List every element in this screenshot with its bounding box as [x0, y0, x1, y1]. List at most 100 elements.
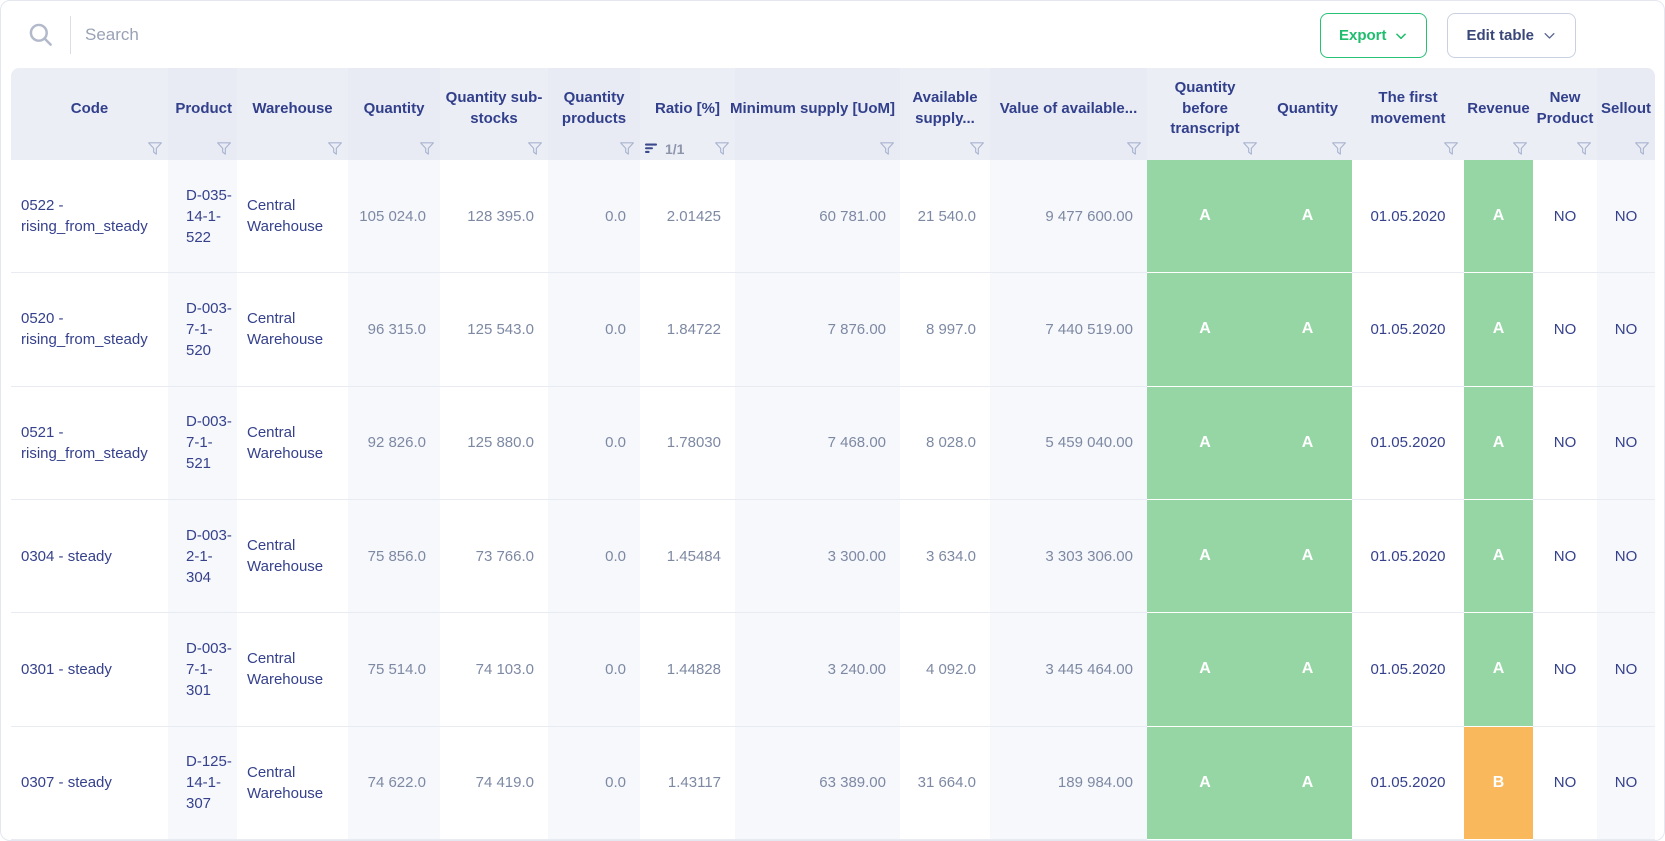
cell-value-of-available: 5 459 040.00 — [990, 386, 1147, 500]
cell-quantity-2: A — [1263, 726, 1352, 840]
cell-quantity-products: 0.0 — [548, 160, 640, 274]
class-badge-letter: A — [1199, 433, 1211, 451]
cell-quantity-2: A — [1263, 386, 1352, 500]
cell-product: D-003-7-1-521 — [168, 386, 237, 500]
filter-icon[interactable] — [1242, 141, 1258, 156]
class-badge-letter: A — [1492, 433, 1505, 451]
column-header-first-movement[interactable]: The first movement — [1352, 68, 1464, 160]
filter-icon[interactable] — [1576, 141, 1592, 156]
filter-icon[interactable] — [714, 141, 730, 156]
cell-quantity-products: 0.0 — [548, 613, 640, 727]
column-label-quantity-2: Quantity — [1277, 99, 1338, 117]
column-label-available-supply: Available supply... — [912, 89, 978, 128]
column-tools-first-movement — [1357, 140, 1459, 157]
toolbar: Export Edit table — [1, 1, 1664, 68]
search-input[interactable] — [85, 24, 505, 45]
cell-quantity: 75 856.0 — [348, 499, 440, 614]
filter-icon[interactable] — [1512, 141, 1528, 156]
cell-quantity-before-transcript: A — [1147, 160, 1263, 274]
column-header-available-supply[interactable]: Available supply... — [900, 68, 990, 160]
column-tools-quantity-2 — [1268, 140, 1347, 157]
cell-quantity-sub-stocks: 74 419.0 — [440, 727, 548, 840]
cell-available-supply: 3 634.0 — [900, 500, 990, 614]
column-header-new-product[interactable]: New Product — [1533, 68, 1597, 160]
chevron-down-icon — [1396, 32, 1407, 39]
column-header-minimum-supply[interactable]: Minimum supply [UoM] — [730, 68, 900, 160]
filter-icon[interactable] — [619, 141, 635, 156]
filter-icon[interactable] — [1126, 141, 1142, 156]
column-header-code[interactable]: Code — [11, 68, 168, 160]
edit-table-button-label: Edit table — [1466, 27, 1534, 44]
cell-new-product: NO — [1533, 613, 1597, 727]
column-header-warehouse[interactable]: Warehouse — [237, 68, 348, 160]
filter-icon[interactable] — [1634, 141, 1650, 156]
column-tools-warehouse — [242, 140, 343, 157]
class-badge-letter: A — [1301, 546, 1314, 564]
chevron-down-icon — [1544, 33, 1555, 39]
cell-quantity-products: 0.0 — [548, 386, 640, 500]
column-header-ratio[interactable]: Ratio [%] 1/1 — [640, 68, 735, 160]
class-badge-letter: A — [1492, 660, 1505, 678]
column-label-value-of-available: Value of available... — [999, 99, 1138, 117]
filter-icon[interactable] — [419, 141, 435, 156]
filter-icon[interactable] — [147, 141, 163, 156]
column-header-revenue[interactable]: Revenue — [1464, 68, 1533, 160]
filter-icon[interactable] — [879, 141, 895, 156]
column-header-quantity-before-transcript[interactable]: Quantity before transcript — [1147, 68, 1263, 160]
cell-quantity: 75 514.0 — [348, 613, 440, 727]
column-tools-ratio: 1/1 — [645, 140, 730, 157]
table-row[interactable]: 0304 - steady D-003-2-1-304 Central Wareho… — [11, 499, 1655, 614]
filter-icon[interactable] — [216, 141, 232, 156]
cell-available-supply: 21 540.0 — [900, 160, 990, 274]
toolbar-actions: Export Edit table — [1319, 13, 1576, 58]
table-row[interactable]: 0522 - rising_from_steady D-035-14-1-522 C… — [11, 160, 1655, 274]
cell-minimum-supply: 63 389.00 — [735, 726, 900, 840]
cell-new-product: NO — [1533, 273, 1597, 387]
table-row[interactable]: 0521 - rising_from_steady D-003-7-1-521 Ce… — [11, 386, 1655, 500]
filter-icon[interactable] — [1443, 141, 1459, 156]
cell-product: D-035-14-1-522 — [168, 160, 237, 274]
cell-ratio: 1.78030 — [640, 387, 735, 500]
column-header-quantity-products[interactable]: Quantity products — [548, 68, 640, 160]
cell-first-movement: 01.05.2020 — [1352, 613, 1464, 727]
class-badge-letter: A — [1301, 206, 1314, 224]
edit-table-button[interactable]: Edit table — [1447, 13, 1576, 58]
class-badge-letter: A — [1301, 660, 1314, 678]
cell-quantity-products: 0.0 — [548, 726, 640, 840]
column-header-product[interactable]: Product — [168, 68, 237, 160]
cell-warehouse: Central Warehouse — [237, 613, 348, 727]
column-header-quantity-sub-stocks[interactable]: Quantity sub-stocks — [440, 68, 548, 160]
sort-indicator-group[interactable]: 1/1 — [645, 141, 684, 157]
cell-ratio: 1.43117 — [640, 727, 735, 840]
class-badge-letter: B — [1492, 773, 1505, 791]
cell-sellout: NO — [1597, 726, 1655, 840]
filter-icon[interactable] — [1331, 141, 1347, 156]
data-table: Code Product Warehouse Quantity Quantity sub… — [11, 68, 1655, 840]
column-header-sellout[interactable]: Sellout — [1597, 68, 1655, 160]
column-label-sellout: Sellout — [1601, 99, 1652, 117]
column-label-revenue: Revenue — [1467, 99, 1530, 117]
table-row[interactable]: 0520 - rising_from_steady D-003-7-1-520 Ce… — [11, 273, 1655, 387]
table-row[interactable]: 0307 - steady D-125-14-1-307 Central Wareh… — [11, 726, 1655, 840]
cell-revenue: A — [1464, 613, 1533, 727]
cell-quantity-sub-stocks: 128 395.0 — [440, 160, 548, 274]
sort-icon[interactable] — [645, 143, 658, 154]
cell-revenue: B — [1464, 726, 1533, 840]
filter-icon[interactable] — [527, 141, 543, 156]
column-header-quantity-2[interactable]: Quantity — [1263, 68, 1352, 160]
cell-ratio: 2.01425 — [640, 160, 735, 274]
export-button[interactable]: Export — [1319, 13, 1428, 58]
class-badge-letter: A — [1301, 433, 1314, 451]
cell-warehouse: Central Warehouse — [237, 273, 348, 387]
cell-quantity-2: A — [1263, 613, 1352, 727]
column-label-minimum-supply: Minimum supply [UoM] — [730, 99, 895, 117]
table-row[interactable]: 0301 - steady D-003-7-1-301 Central Wareho… — [11, 613, 1655, 727]
filter-icon[interactable] — [969, 141, 985, 156]
column-label-code: Code — [70, 99, 109, 117]
column-header-value-of-available[interactable]: Value of available... — [990, 68, 1147, 160]
cell-available-supply: 8 997.0 — [900, 273, 990, 387]
column-tools-new-product — [1538, 140, 1592, 157]
column-header-quantity[interactable]: Quantity — [348, 68, 440, 160]
filter-icon[interactable] — [327, 141, 343, 156]
search-icon[interactable] — [27, 21, 54, 48]
